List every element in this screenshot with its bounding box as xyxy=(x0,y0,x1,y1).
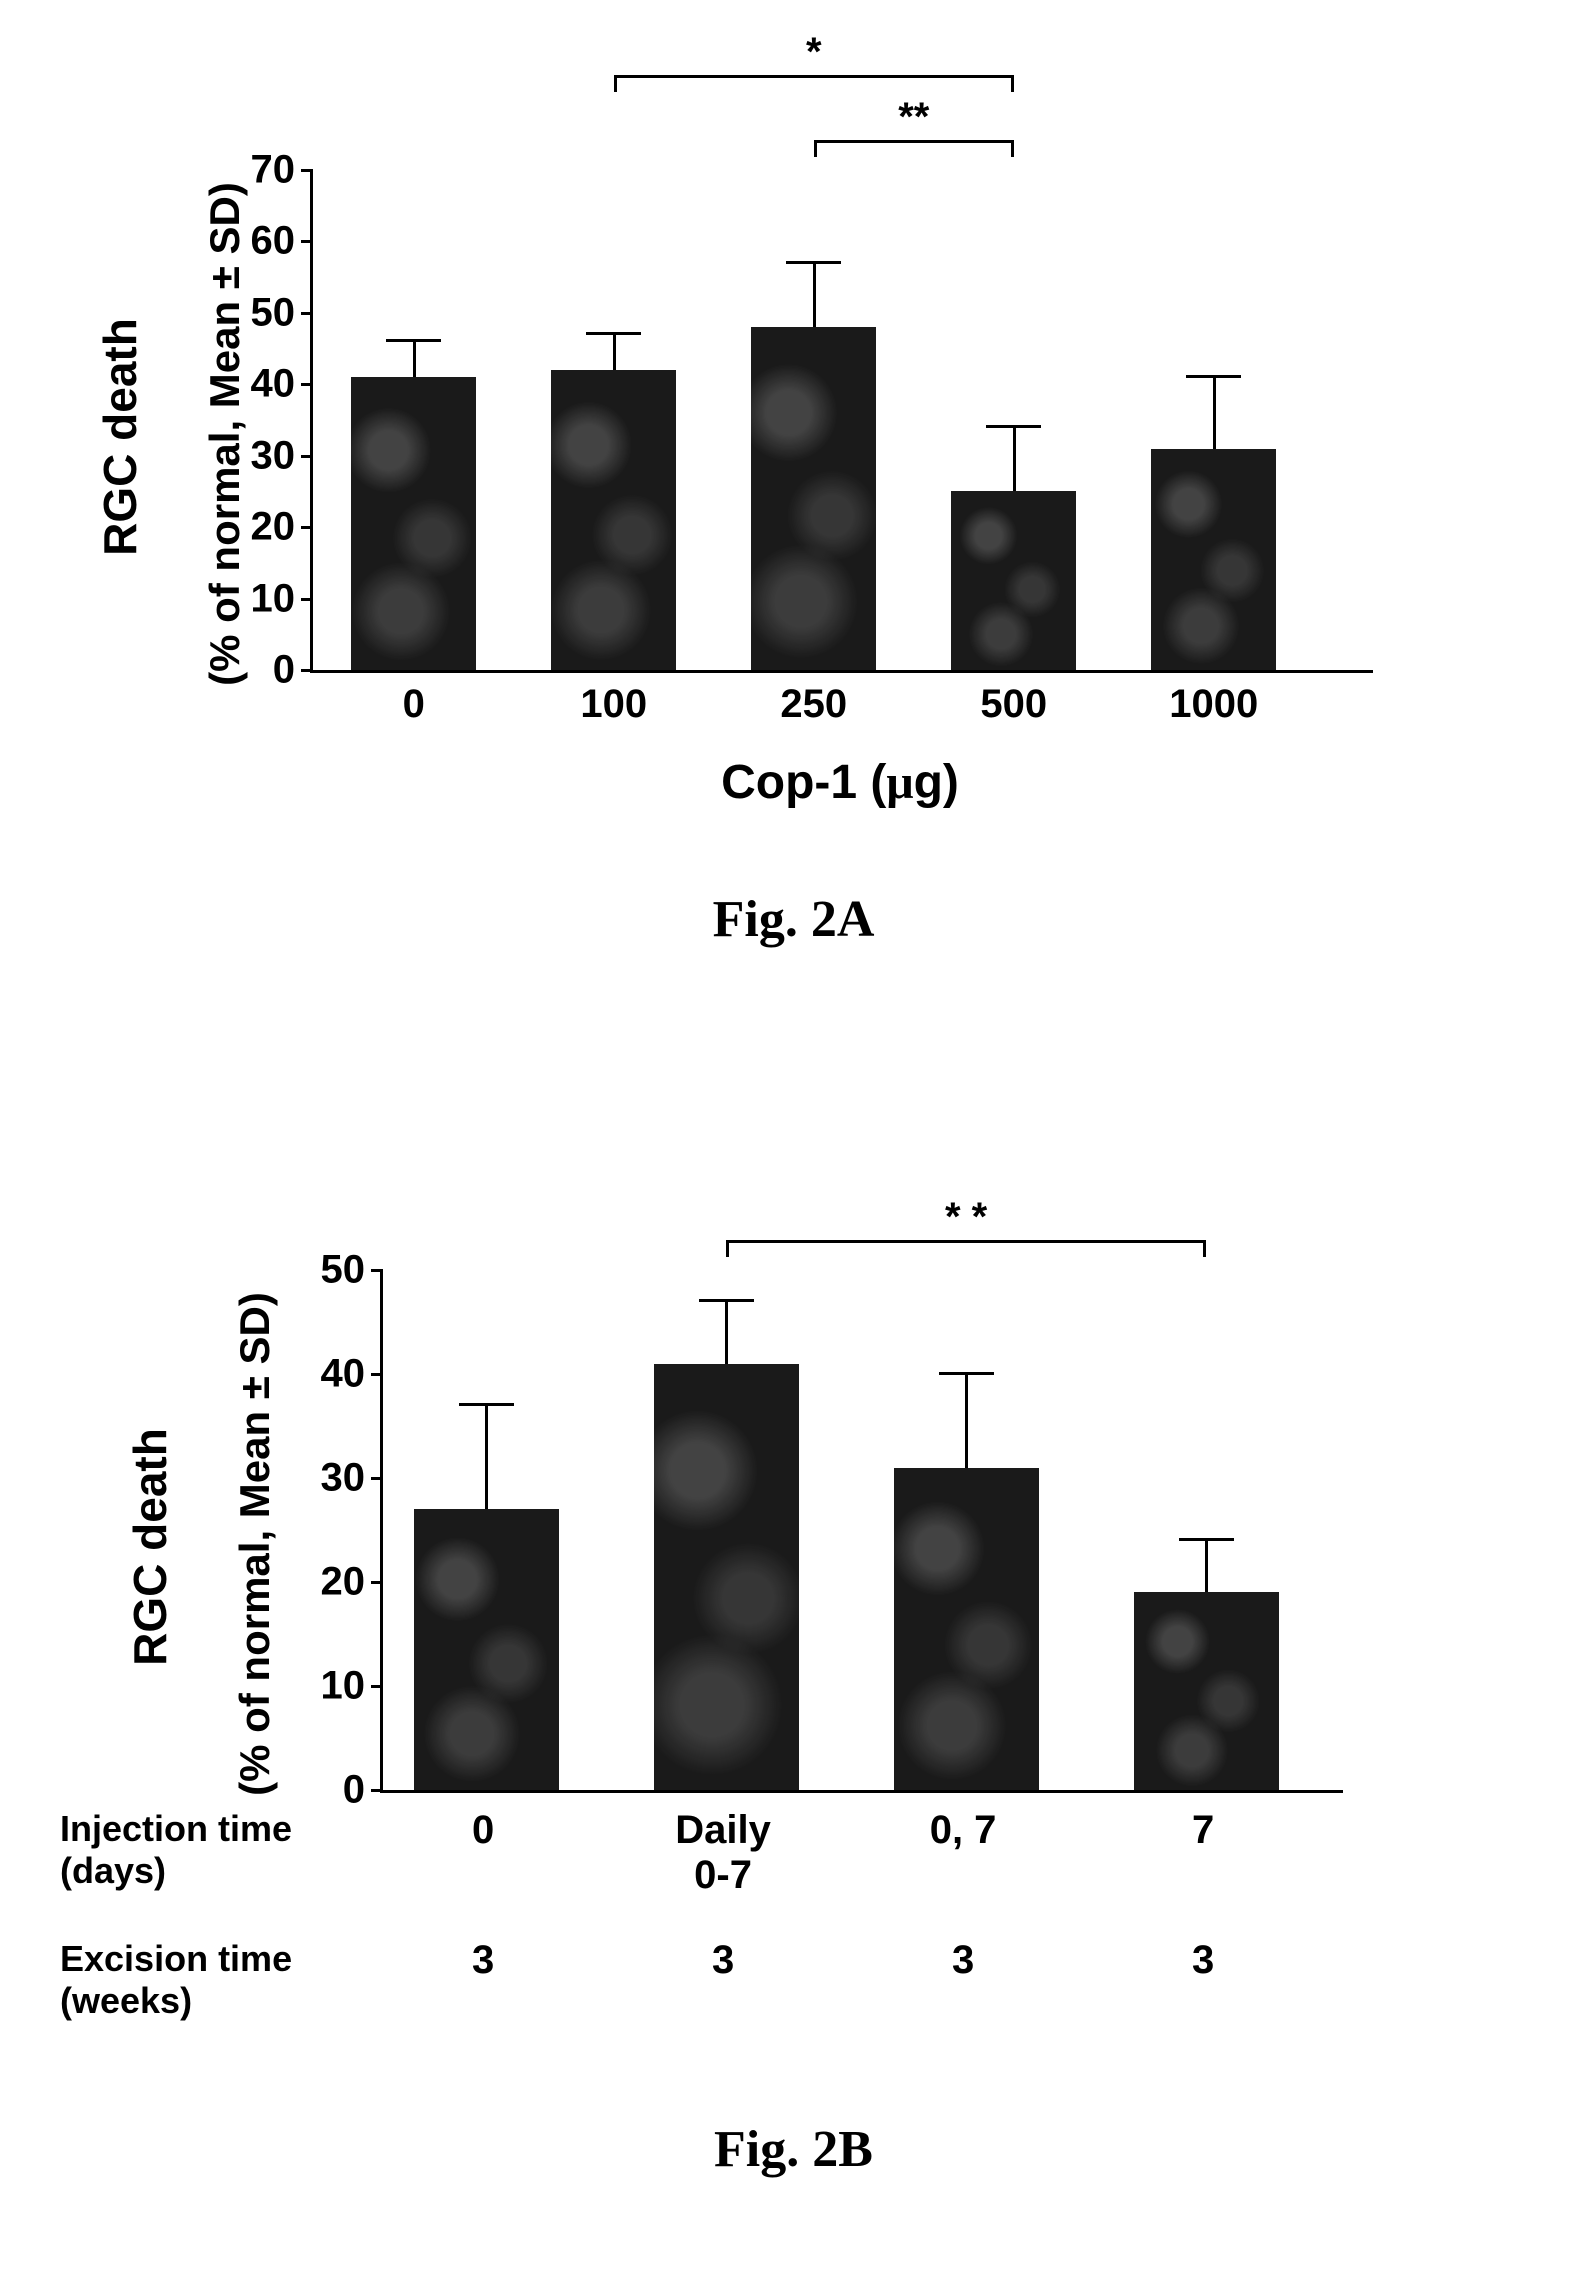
error-bar xyxy=(485,1405,488,1509)
y-tick-label: 30 xyxy=(251,433,314,478)
bar xyxy=(1151,449,1276,670)
x-axis-title-unit: μ xyxy=(886,756,913,809)
y-axis-label-main: RGC death xyxy=(123,1297,177,1797)
bar xyxy=(751,327,876,670)
error-cap xyxy=(1179,1538,1234,1541)
error-cap xyxy=(1186,375,1241,378)
error-cap xyxy=(939,1372,994,1375)
significance-bracket xyxy=(814,140,1014,143)
y-tick-label: 20 xyxy=(251,505,314,550)
error-cap xyxy=(386,339,441,342)
error-bar xyxy=(965,1374,968,1468)
row-entry: 3 xyxy=(1192,1938,1214,1983)
plot-area-a: 01020304050607001002505001000*** xyxy=(310,170,1373,673)
error-bar xyxy=(725,1301,728,1363)
error-bar xyxy=(413,341,416,377)
error-bar xyxy=(1205,1540,1208,1592)
row-entry: 7 xyxy=(1192,1808,1214,1853)
y-tick-label: 0 xyxy=(343,1768,383,1813)
error-cap xyxy=(699,1299,754,1302)
y-tick-label: 10 xyxy=(251,576,314,621)
y-tick-label: 50 xyxy=(251,290,314,335)
y-tick-label: 30 xyxy=(321,1456,384,1501)
figure-panel-b: RGC death (% of normal, Mean ± SD) 01020… xyxy=(0,1140,1587,2240)
y-tick-label: 20 xyxy=(321,1560,384,1605)
bar xyxy=(551,370,676,670)
error-cap xyxy=(786,261,841,264)
bar xyxy=(951,491,1076,670)
figure-caption: Fig. 2A xyxy=(0,890,1587,949)
bar xyxy=(1134,1592,1279,1790)
bar xyxy=(894,1468,1039,1790)
x-axis-title: Cop-1 (μg) xyxy=(310,670,1370,810)
figure-caption: Fig. 2B xyxy=(0,2120,1587,2179)
row-entry: 3 xyxy=(712,1938,734,1983)
error-bar xyxy=(1213,377,1216,448)
bar xyxy=(414,1509,559,1790)
y-tick-label: 10 xyxy=(321,1664,384,1709)
row-entry: 0, 7 xyxy=(930,1808,997,1853)
error-cap xyxy=(986,425,1041,428)
y-tick-label: 50 xyxy=(321,1248,384,1293)
error-bar xyxy=(1013,427,1016,491)
significance-label: * * xyxy=(945,1195,987,1240)
row-entry: 3 xyxy=(952,1938,974,1983)
row-entry: 3 xyxy=(472,1938,494,1983)
row-label-injection: Injection time(days) xyxy=(60,1808,360,1892)
significance-bracket xyxy=(614,75,1014,78)
significance-bracket xyxy=(726,1240,1206,1243)
error-bar xyxy=(613,334,616,370)
error-cap xyxy=(586,332,641,335)
y-axis-label-sub: (% of normal, Mean ± SD) xyxy=(201,134,249,734)
x-axis-title-prefix: Cop-1 ( xyxy=(721,756,886,809)
y-tick-label: 70 xyxy=(251,148,314,193)
y-tick-label: 0 xyxy=(273,648,313,693)
y-tick-label: 40 xyxy=(251,362,314,407)
y-tick-label: 60 xyxy=(251,219,314,264)
bar xyxy=(654,1364,799,1790)
y-axis-label-main: RGC death xyxy=(93,187,147,687)
error-bar xyxy=(813,263,816,327)
error-cap xyxy=(459,1403,514,1406)
significance-label: ** xyxy=(898,95,929,140)
y-tick-label: 40 xyxy=(321,1352,384,1397)
plot-area-b: 01020304050* * xyxy=(380,1270,1343,1793)
bar xyxy=(351,377,476,670)
figure-panel-a: RGC death (% of normal, Mean ± SD) 01020… xyxy=(0,40,1587,1040)
significance-label: * xyxy=(806,30,822,75)
y-axis-label-sub: (% of normal, Mean ± SD) xyxy=(231,1244,279,1844)
row-entry: 0 xyxy=(472,1808,494,1853)
row-label-excision: Excision time(weeks) xyxy=(60,1938,360,2022)
x-axis-title-suffix: g) xyxy=(914,756,959,809)
row-entry: Daily0-7 xyxy=(675,1808,771,1898)
